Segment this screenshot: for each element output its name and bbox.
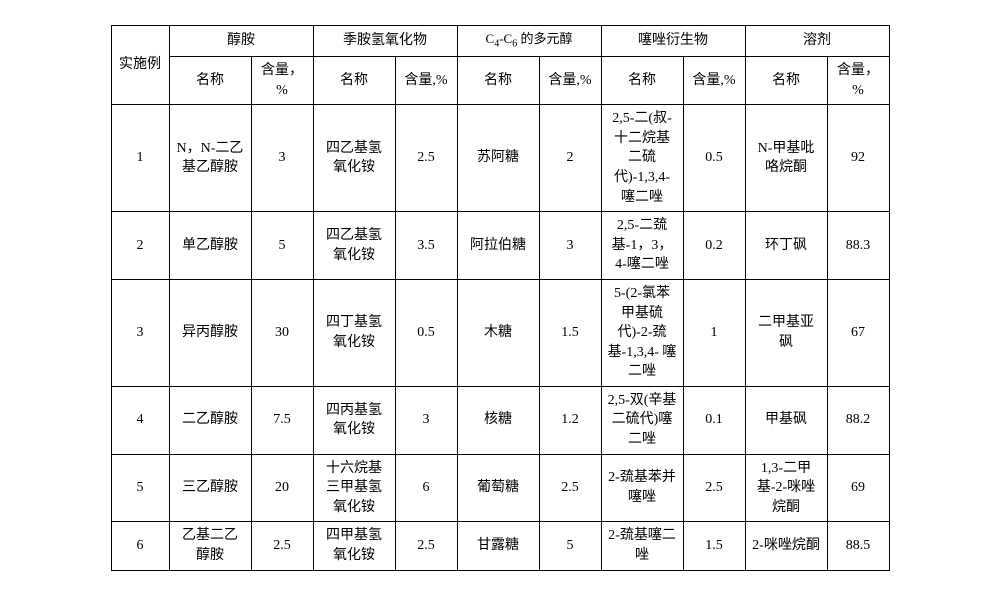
subheader-content-2: 含量,% — [539, 56, 601, 104]
cell-content: 0.5 — [395, 279, 457, 386]
header-group-2: C4-C6 的多元醇 — [457, 26, 601, 57]
cell-content: 88.3 — [827, 212, 889, 280]
cell-name: 环丁砜 — [745, 212, 827, 280]
cell-example: 6 — [111, 522, 169, 570]
cell-content: 6 — [395, 454, 457, 522]
cell-name: 二乙醇胺 — [169, 386, 251, 454]
cell-example: 5 — [111, 454, 169, 522]
cell-content: 0.1 — [683, 386, 745, 454]
cell-content: 3 — [539, 212, 601, 280]
cell-name: 异丙醇胺 — [169, 279, 251, 386]
table-row: 3 异丙醇胺 30 四丁基氢氧化铵 0.5 木糖 1.5 5-(2-氯苯甲基硫代… — [111, 279, 889, 386]
cell-content: 2.5 — [251, 522, 313, 570]
header-example: 实施例 — [111, 26, 169, 105]
header-row-2: 名称 含量，% 名称 含量,% 名称 含量,% 名称 含量,% 名称 含量，% — [111, 56, 889, 104]
cell-name: 2-巯基苯并噻唑 — [601, 454, 683, 522]
cell-content: 0.2 — [683, 212, 745, 280]
header-group-4: 溶剂 — [745, 26, 889, 57]
cell-name: 四丁基氢氧化铵 — [313, 279, 395, 386]
cell-name: 苏阿糖 — [457, 105, 539, 212]
cell-content: 2 — [539, 105, 601, 212]
subheader-name-0: 名称 — [169, 56, 251, 104]
cell-name: 甲基砜 — [745, 386, 827, 454]
cell-content: 3 — [395, 386, 457, 454]
c4c6-prefix: C — [486, 31, 495, 46]
table-row: 5 三乙醇胺 20 十六烷基三甲基氢氧化铵 6 葡萄糖 2.5 2-巯基苯并噻唑… — [111, 454, 889, 522]
cell-content: 5 — [539, 522, 601, 570]
cell-content: 88.5 — [827, 522, 889, 570]
cell-name: 十六烷基三甲基氢氧化铵 — [313, 454, 395, 522]
cell-content: 2.5 — [395, 522, 457, 570]
table-row: 6 乙基二乙醇胺 2.5 四甲基氢氧化铵 2.5 甘露糖 5 2-巯基噻二唑 1… — [111, 522, 889, 570]
header-row-1: 实施例 醇胺 季胺氢氧化物 C4-C6 的多元醇 噻唑衍生物 溶剂 — [111, 26, 889, 57]
cell-content: 1.2 — [539, 386, 601, 454]
subheader-name-1: 名称 — [313, 56, 395, 104]
cell-content: 30 — [251, 279, 313, 386]
header-group-1: 季胺氢氧化物 — [313, 26, 457, 57]
cell-name: 2,5-二(叔-十二烷基二硫代)-1,3,4-噻二唑 — [601, 105, 683, 212]
c4c6-mid: -C — [499, 31, 512, 46]
cell-content: 7.5 — [251, 386, 313, 454]
cell-name: 四甲基氢氧化铵 — [313, 522, 395, 570]
cell-example: 4 — [111, 386, 169, 454]
cell-name: 木糖 — [457, 279, 539, 386]
cell-content: 1 — [683, 279, 745, 386]
cell-name: 2-咪唑烷酮 — [745, 522, 827, 570]
cell-name: N，N-二乙基乙醇胺 — [169, 105, 251, 212]
cell-example: 2 — [111, 212, 169, 280]
header-group-0: 醇胺 — [169, 26, 313, 57]
cell-content: 67 — [827, 279, 889, 386]
cell-content: 0.5 — [683, 105, 745, 212]
subheader-content-1: 含量,% — [395, 56, 457, 104]
header-group-3: 噻唑衍生物 — [601, 26, 745, 57]
cell-content: 92 — [827, 105, 889, 212]
cell-name: 乙基二乙醇胺 — [169, 522, 251, 570]
subheader-name-3: 名称 — [601, 56, 683, 104]
cell-content: 2.5 — [539, 454, 601, 522]
table-body: 1 N，N-二乙基乙醇胺 3 四乙基氢氧化铵 2.5 苏阿糖 2 2,5-二(叔… — [111, 105, 889, 570]
cell-name: 2,5-双(辛基二硫代)噻二唑 — [601, 386, 683, 454]
cell-name: 5-(2-氯苯甲基硫代)-2-巯基-1,3,4- 噻二唑 — [601, 279, 683, 386]
cell-content: 88.2 — [827, 386, 889, 454]
c4c6-suffix: 的多元醇 — [517, 31, 572, 46]
table-row: 2 单乙醇胺 5 四乙基氢氧化铵 3.5 阿拉伯糖 3 2,5-二巯基-1，3，… — [111, 212, 889, 280]
cell-content: 1.5 — [683, 522, 745, 570]
cell-name: 阿拉伯糖 — [457, 212, 539, 280]
cell-example: 3 — [111, 279, 169, 386]
table-row: 1 N，N-二乙基乙醇胺 3 四乙基氢氧化铵 2.5 苏阿糖 2 2,5-二(叔… — [111, 105, 889, 212]
subheader-content-0: 含量，% — [251, 56, 313, 104]
cell-name: 四乙基氢氧化铵 — [313, 105, 395, 212]
subheader-content-3: 含量,% — [683, 56, 745, 104]
cell-name: 三乙醇胺 — [169, 454, 251, 522]
table-row: 4 二乙醇胺 7.5 四丙基氢氧化铵 3 核糖 1.2 2,5-双(辛基二硫代)… — [111, 386, 889, 454]
cell-content: 20 — [251, 454, 313, 522]
cell-example: 1 — [111, 105, 169, 212]
subheader-name-4: 名称 — [745, 56, 827, 104]
cell-content: 3.5 — [395, 212, 457, 280]
cell-content: 5 — [251, 212, 313, 280]
subheader-name-2: 名称 — [457, 56, 539, 104]
cell-name: 1,3-二甲基-2-咪唑烷酮 — [745, 454, 827, 522]
cell-name: 四丙基氢氧化铵 — [313, 386, 395, 454]
cell-name: 2-巯基噻二唑 — [601, 522, 683, 570]
cell-name: 甘露糖 — [457, 522, 539, 570]
cell-content: 1.5 — [539, 279, 601, 386]
cell-content: 2.5 — [683, 454, 745, 522]
cell-name: 单乙醇胺 — [169, 212, 251, 280]
data-table: 实施例 醇胺 季胺氢氧化物 C4-C6 的多元醇 噻唑衍生物 溶剂 名称 含量，… — [111, 25, 890, 570]
cell-content: 3 — [251, 105, 313, 212]
cell-name: 2,5-二巯基-1，3，4-噻二唑 — [601, 212, 683, 280]
subheader-content-4: 含量，% — [827, 56, 889, 104]
cell-name: 核糖 — [457, 386, 539, 454]
cell-name: 四乙基氢氧化铵 — [313, 212, 395, 280]
cell-content: 69 — [827, 454, 889, 522]
table-header: 实施例 醇胺 季胺氢氧化物 C4-C6 的多元醇 噻唑衍生物 溶剂 名称 含量，… — [111, 26, 889, 105]
cell-name: 葡萄糖 — [457, 454, 539, 522]
cell-name: 二甲基亚砜 — [745, 279, 827, 386]
cell-name: N-甲基吡咯烷酮 — [745, 105, 827, 212]
cell-content: 2.5 — [395, 105, 457, 212]
